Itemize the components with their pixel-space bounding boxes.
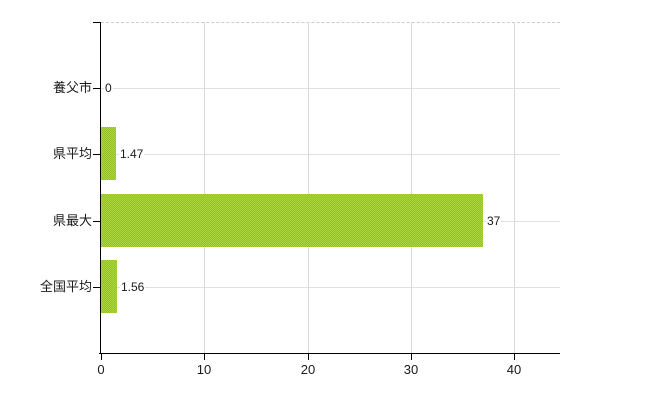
vertical-gridline	[411, 22, 412, 353]
x-axis-tick-label: 10	[196, 362, 212, 377]
category-label: 養父市	[52, 80, 92, 95]
x-axis-tick	[514, 353, 515, 360]
vertical-gridline	[204, 22, 205, 353]
bar-value-label: 1.47	[119, 147, 145, 161]
x-axis-tick	[308, 353, 309, 360]
bar	[101, 194, 483, 247]
bar-value-label: 1.56	[120, 280, 146, 294]
category-gridline	[101, 154, 560, 155]
category-gridline	[101, 287, 560, 288]
category-label: 県最大	[52, 213, 92, 228]
y-axis-end-tick	[93, 22, 101, 23]
y-axis-tick	[93, 154, 101, 155]
y-axis-tick	[93, 287, 101, 288]
vertical-gridline	[308, 22, 309, 353]
bar-value-label: 0	[104, 81, 113, 95]
y-axis-tick	[93, 88, 101, 89]
plot-area	[101, 22, 560, 353]
x-axis-tick-label: 0	[97, 362, 105, 377]
bar	[101, 260, 117, 313]
x-axis-tick-label: 20	[300, 362, 316, 377]
bar-value-label: 37	[486, 214, 502, 228]
x-axis-tick-label: 40	[506, 362, 522, 377]
category-label: 全国平均	[39, 279, 92, 294]
x-axis-tick	[411, 353, 412, 360]
x-axis	[99, 353, 560, 354]
x-axis-tick	[101, 353, 102, 360]
x-axis-tick-label: 30	[403, 362, 419, 377]
category-label: 県平均	[52, 146, 92, 161]
y-axis	[100, 22, 101, 354]
category-gridline	[101, 88, 560, 89]
y-axis-tick	[93, 221, 101, 222]
vertical-gridline	[514, 22, 515, 353]
bar	[101, 127, 116, 180]
x-axis-tick	[204, 353, 205, 360]
